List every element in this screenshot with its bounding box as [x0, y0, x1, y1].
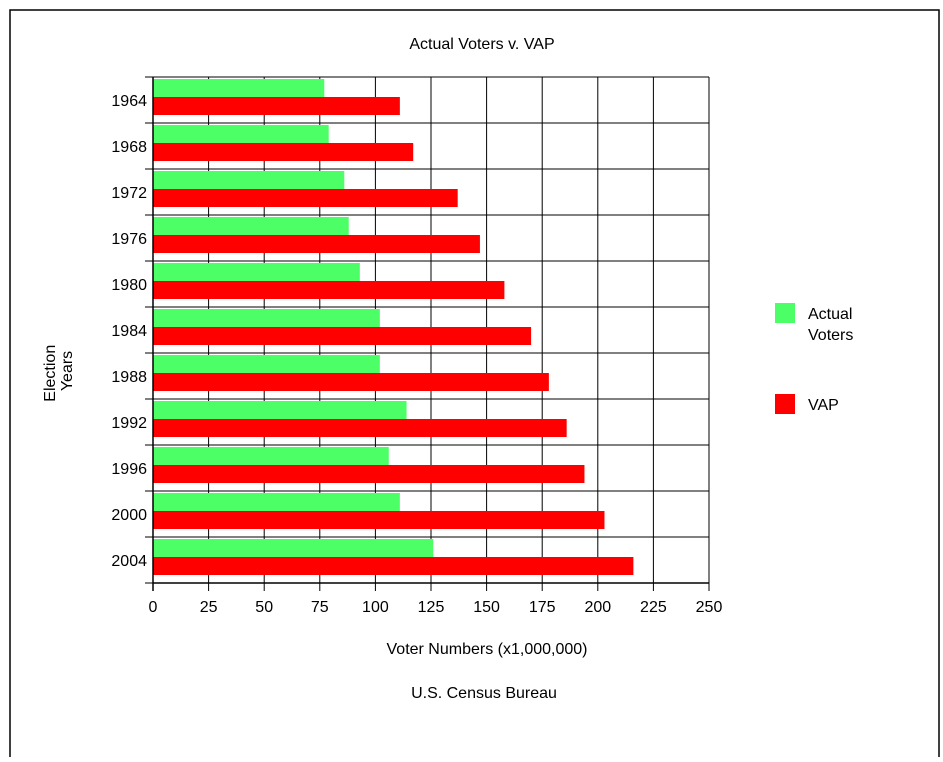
y-tick-label: 1976 — [111, 231, 147, 248]
bar-actual-voters-1972 — [153, 171, 345, 189]
y-axis-label-line-2: Years — [59, 351, 76, 391]
x-tick-labels: 0 25 50 75 100 125 150 175 200 225 250 — [149, 599, 723, 616]
x-tick-label: 25 — [200, 599, 218, 616]
bar-vap-1964 — [153, 97, 400, 115]
x-tick-label: 50 — [255, 599, 273, 616]
y-axis-label: Election Years — [42, 340, 76, 401]
legend-swatch-actual-voters — [775, 303, 795, 323]
x-tick-label: 75 — [311, 599, 329, 616]
x-tick-label: 125 — [418, 599, 445, 616]
bar-actual-voters-1988 — [153, 355, 380, 373]
bar-actual-voters-1976 — [153, 217, 349, 235]
bar-vap-1984 — [153, 327, 532, 345]
bar-actual-voters-1964 — [153, 79, 325, 97]
bar-actual-voters-1984 — [153, 309, 380, 327]
bar-vap-1996 — [153, 465, 585, 483]
x-tick-label: 225 — [640, 599, 667, 616]
legend-label-actual-voters-line-1: Actual — [808, 306, 852, 323]
bar-vap-2000 — [153, 511, 605, 529]
y-axis-label-line-1: Election — [42, 345, 59, 402]
bar-actual-voters-1968 — [153, 125, 329, 143]
y-tick-label: 1996 — [111, 461, 147, 478]
grid — [152, 76, 710, 584]
y-tick-label: 1988 — [111, 369, 147, 386]
bar-actual-voters-1996 — [153, 447, 389, 465]
chart-border — [9, 9, 940, 757]
bar-actual-voters-2000 — [153, 493, 400, 511]
bar-vap-1980 — [153, 281, 505, 299]
y-tick-label: 1972 — [111, 185, 147, 202]
y-tick-label: 1992 — [111, 415, 147, 432]
legend-label-vap: VAP — [808, 397, 839, 414]
x-tick-label: 0 — [149, 599, 158, 616]
bar-vap-1992 — [153, 419, 567, 437]
y-tick-label: 2004 — [111, 553, 147, 570]
bar-vap-2004 — [153, 557, 634, 575]
y-tick-labels: 1964 1968 1972 1976 1980 1984 1988 1992 1996 2000… — [111, 93, 147, 570]
bar-vap-1988 — [153, 373, 549, 391]
x-tick-label: 250 — [696, 599, 723, 616]
source-label: U.S. Census Bureau — [411, 685, 557, 702]
y-tick-label: 1968 — [111, 139, 147, 156]
bar-vap-1968 — [153, 143, 414, 161]
legend-label-actual-voters-line-2: Voters — [808, 327, 853, 344]
y-tick-label: 1964 — [111, 93, 147, 110]
y-tick-label: 1984 — [111, 323, 147, 340]
y-tick-label: 1980 — [111, 277, 147, 294]
x-tick-label: 100 — [362, 599, 389, 616]
y-tick-label: 2000 — [111, 507, 147, 524]
axes — [145, 76, 710, 591]
x-tick-label: 175 — [529, 599, 556, 616]
legend: Actual Voters VAP — [775, 303, 857, 414]
bar-vap-1976 — [153, 235, 480, 253]
bars — [153, 79, 634, 575]
bar-actual-voters-1992 — [153, 401, 407, 419]
bar-actual-voters-1980 — [153, 263, 360, 281]
x-tick-label: 200 — [584, 599, 611, 616]
chart-title: Actual Voters v. VAP — [409, 36, 554, 53]
x-axis-label: Voter Numbers (x1,000,000) — [387, 641, 588, 658]
legend-label-actual-voters: Actual Voters — [808, 306, 857, 344]
bar-vap-1972 — [153, 189, 458, 207]
bar-actual-voters-2004 — [153, 539, 434, 557]
x-tick-label: 150 — [473, 599, 500, 616]
legend-swatch-vap — [775, 394, 795, 414]
